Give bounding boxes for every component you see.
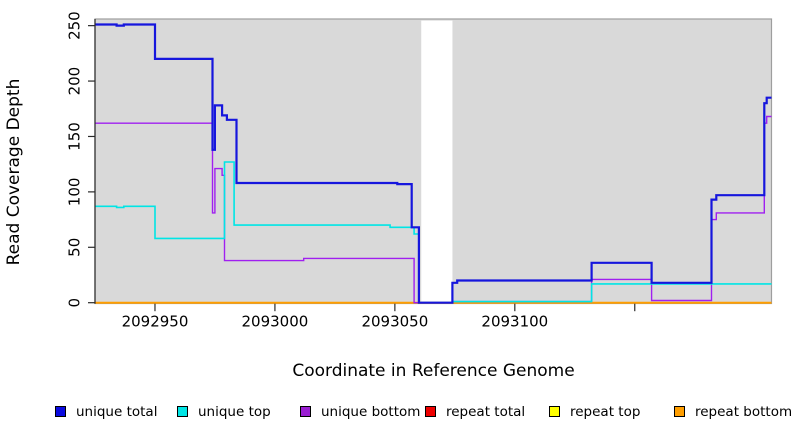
legend-label: unique bottom — [321, 404, 421, 420]
legend-label: repeat bottom — [695, 404, 792, 420]
y-tick-label: 200 — [65, 67, 83, 96]
x-tick-label: 2093050 — [361, 313, 428, 331]
x-tick-label: 2093100 — [481, 313, 548, 331]
y-tick-label: 0 — [66, 298, 84, 308]
legend-item-unique-bottom: unique bottom — [300, 401, 421, 420]
legend-swatch-icon — [425, 406, 436, 417]
legend-swatch-icon — [549, 406, 560, 417]
legend-swatch-icon — [55, 406, 66, 417]
legend-item-repeat-bottom: repeat bottom — [674, 401, 792, 420]
legend-swatch-icon — [300, 406, 311, 417]
y-tick-label: 100 — [65, 178, 83, 207]
legend-label: repeat top — [570, 404, 641, 420]
legend-label: unique top — [198, 404, 271, 420]
y-tick-label: 50 — [65, 238, 83, 257]
legend-item-repeat-top: repeat top — [549, 401, 641, 420]
x-tick-label: 2092950 — [122, 313, 189, 331]
legend-swatch-icon — [674, 406, 685, 417]
no-data-band — [421, 20, 453, 304]
x-axis-title: Coordinate in Reference Genome — [292, 361, 575, 381]
legend-label: repeat total — [446, 404, 526, 420]
chart-legend: unique total unique top unique bottom repea… — [0, 401, 792, 423]
legend-item-unique-top: unique top — [177, 401, 271, 420]
legend-item-unique-total: unique total — [55, 401, 158, 420]
y-axis-title: Read Coverage Depth — [4, 78, 24, 266]
y-tick-label: 250 — [66, 11, 84, 40]
y-tick-label: 150 — [65, 122, 83, 151]
x-tick-label: 2093000 — [242, 313, 309, 331]
legend-item-repeat-total: repeat total — [425, 401, 526, 420]
legend-label: unique total — [76, 404, 158, 420]
series-line-unique-total — [95, 23, 772, 304]
legend-swatch-icon — [177, 406, 188, 417]
